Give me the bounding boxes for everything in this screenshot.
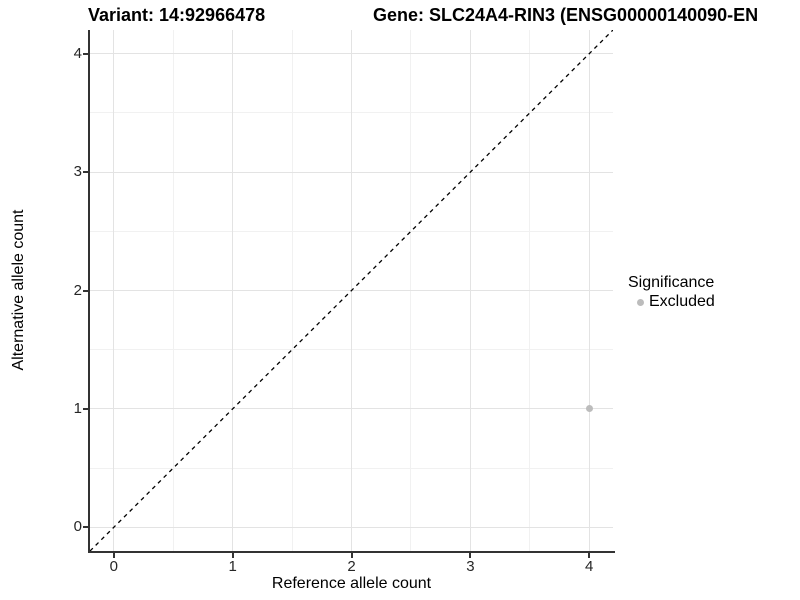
- y-tick-label: 3: [73, 163, 82, 181]
- y-tick-label: 4: [73, 44, 82, 62]
- x-axis-line: [88, 551, 615, 553]
- x-tick-mark: [231, 553, 234, 558]
- x-axis-title: Reference allele count: [271, 575, 432, 592]
- gridline-major-h: [90, 53, 613, 55]
- gridline-major-h: [90, 526, 613, 528]
- y-axis-line: [88, 30, 90, 553]
- x-tick-mark: [350, 553, 353, 558]
- plot-panel: [90, 30, 613, 551]
- variant-title: Variant: 14:92966478: [88, 5, 266, 25]
- y-tick-label: 0: [73, 518, 82, 536]
- y-tick-mark: [83, 526, 88, 529]
- x-tick-mark: [588, 553, 591, 558]
- x-tick-label: 3: [466, 558, 475, 575]
- y-axis-title: Alternative allele count: [10, 209, 27, 371]
- legend-title: Significance: [628, 274, 715, 291]
- legend: Significance Excluded: [628, 274, 715, 311]
- x-tick-mark: [469, 553, 472, 558]
- y-tick-mark: [83, 407, 88, 410]
- y-tick-label: 1: [73, 399, 82, 417]
- data-point: [585, 405, 593, 413]
- legend-entry-excluded: Excluded: [637, 293, 715, 311]
- identity-line: [90, 30, 613, 551]
- excluded-point-icon: [637, 298, 644, 306]
- gridline-major-h: [90, 171, 613, 173]
- y-tick-mark: [83, 171, 88, 174]
- x-tick-label: 2: [347, 558, 356, 575]
- gene-title: Gene: SLC24A4-RIN3 (ENSG00000140090-EN: [373, 5, 759, 25]
- y-tick-mark: [83, 289, 88, 292]
- x-tick-label: 0: [109, 558, 118, 575]
- gridline-major-h: [90, 408, 613, 410]
- x-tick-mark: [112, 553, 115, 558]
- y-tick-label: 2: [73, 281, 82, 299]
- x-tick-label: 1: [228, 558, 237, 575]
- y-tick-mark: [83, 52, 88, 55]
- x-tick-label: 4: [585, 558, 594, 575]
- legend-entry-label: Excluded: [649, 293, 715, 310]
